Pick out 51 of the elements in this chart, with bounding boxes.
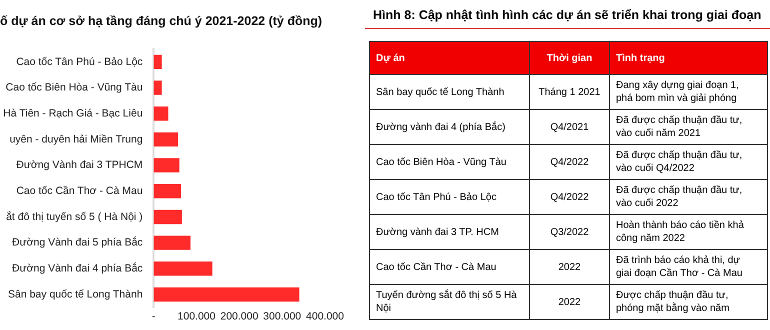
text: Cao tốc Tân Phú - Bảo Lộc [370,180,530,214]
bar [154,184,182,198]
y-tick-label: Cao tốc Cần Thơ - Cà Mau [16,185,143,198]
bar [154,106,168,121]
y-tick-label: ắt đô thị tuyến số 5 ( Hà Nội ) [6,210,143,223]
bar [154,132,178,147]
text: 2022 [530,284,610,320]
bar [154,210,182,224]
x-tick-label: 300.000 [263,310,302,323]
text: Tháng 1 2021 [530,74,610,110]
x-tick-label: 200.000 [220,310,258,323]
text: Đường vành đai 3 TP. HCM [370,214,530,250]
y-tick-label: uyên - duyên hải Miền Trung [10,133,143,146]
text: Q4/2021 [530,110,610,144]
category-label: Thời gian [530,42,610,74]
text: Đường vành đai 4 (phía Bắc) [370,110,530,144]
text: Q4/2022 [530,144,610,180]
x-tick-label: 100.000 [178,310,216,323]
y-tick-label: Đường Vành đai 5 phía Bắc [12,236,143,249]
text: Đã được chấp thuận đầu tư, vào cuối Q4/2022 [610,144,768,180]
text: Được chấp thuận đầu tư, phóng mặt bằng vào năm [610,284,768,320]
y-tick-label: Hà Tiên - Rạch Giá - Bạc Liêu [3,107,143,120]
bar [154,262,212,276]
y-tick-label: Cao tốc Biên Hòa - Vũng Tàu [6,82,143,94]
y-tick-label: Sân bay quốc tế Long Thành [8,288,143,300]
bar [154,236,191,250]
text: Hình 8: Cập nhật tình hình các dự án sẽ triển khai trong giai đoạn [365,0,770,29]
text: Cao tốc Cần Thơ - Cà Mau [370,250,530,284]
x-tick-label: - [152,310,156,323]
bar [154,54,162,70]
text: 2022 [530,250,610,284]
y-tick-label: Cao tốc Tân Phú - Bảo Lộc [16,56,143,68]
text: Đã được chấp thuận đầu tư, vào cuối 2022 [610,180,768,214]
text: Cao tốc Biên Hòa - Vũng Tàu [370,144,530,180]
text: Đã trình báo cáo khả thi, dự giai đoạn Cần Thơ - Cà Mau [610,250,768,284]
text: Hoàn thành báo cáo tiền khả công năm 2022 [610,214,768,250]
bar [154,158,180,172]
x-tick-label: 400.000 [306,310,344,323]
text: Sân bay quốc tế Long Thành [370,74,530,110]
category-label: Dự án [370,42,530,74]
bar [154,80,162,95]
text: Q4/2022 [530,180,610,214]
text: Đã được chấp thuận đầu tư, vào cuối năm 2021 [610,110,768,144]
y-tick-label: Đường Vành đai 4 phía Bắc [12,262,143,275]
y-tick-label: Đường Vành đai 3 TPHCM [16,159,143,172]
category-label: Tình trạng [610,42,768,74]
chart-title: ố dự án cơ sở hạ tầng đáng chú ý 2021-2022 (tỷ đồng) [0,14,322,28]
text: Đang xây dựng giai đoạn 1, phá bom mìn và giải phóng [610,74,768,110]
text: Q3/2022 [530,214,610,250]
text: Tuyến đường sắt đô thị số 5 Hà Nội [370,284,530,320]
bar [154,287,300,302]
